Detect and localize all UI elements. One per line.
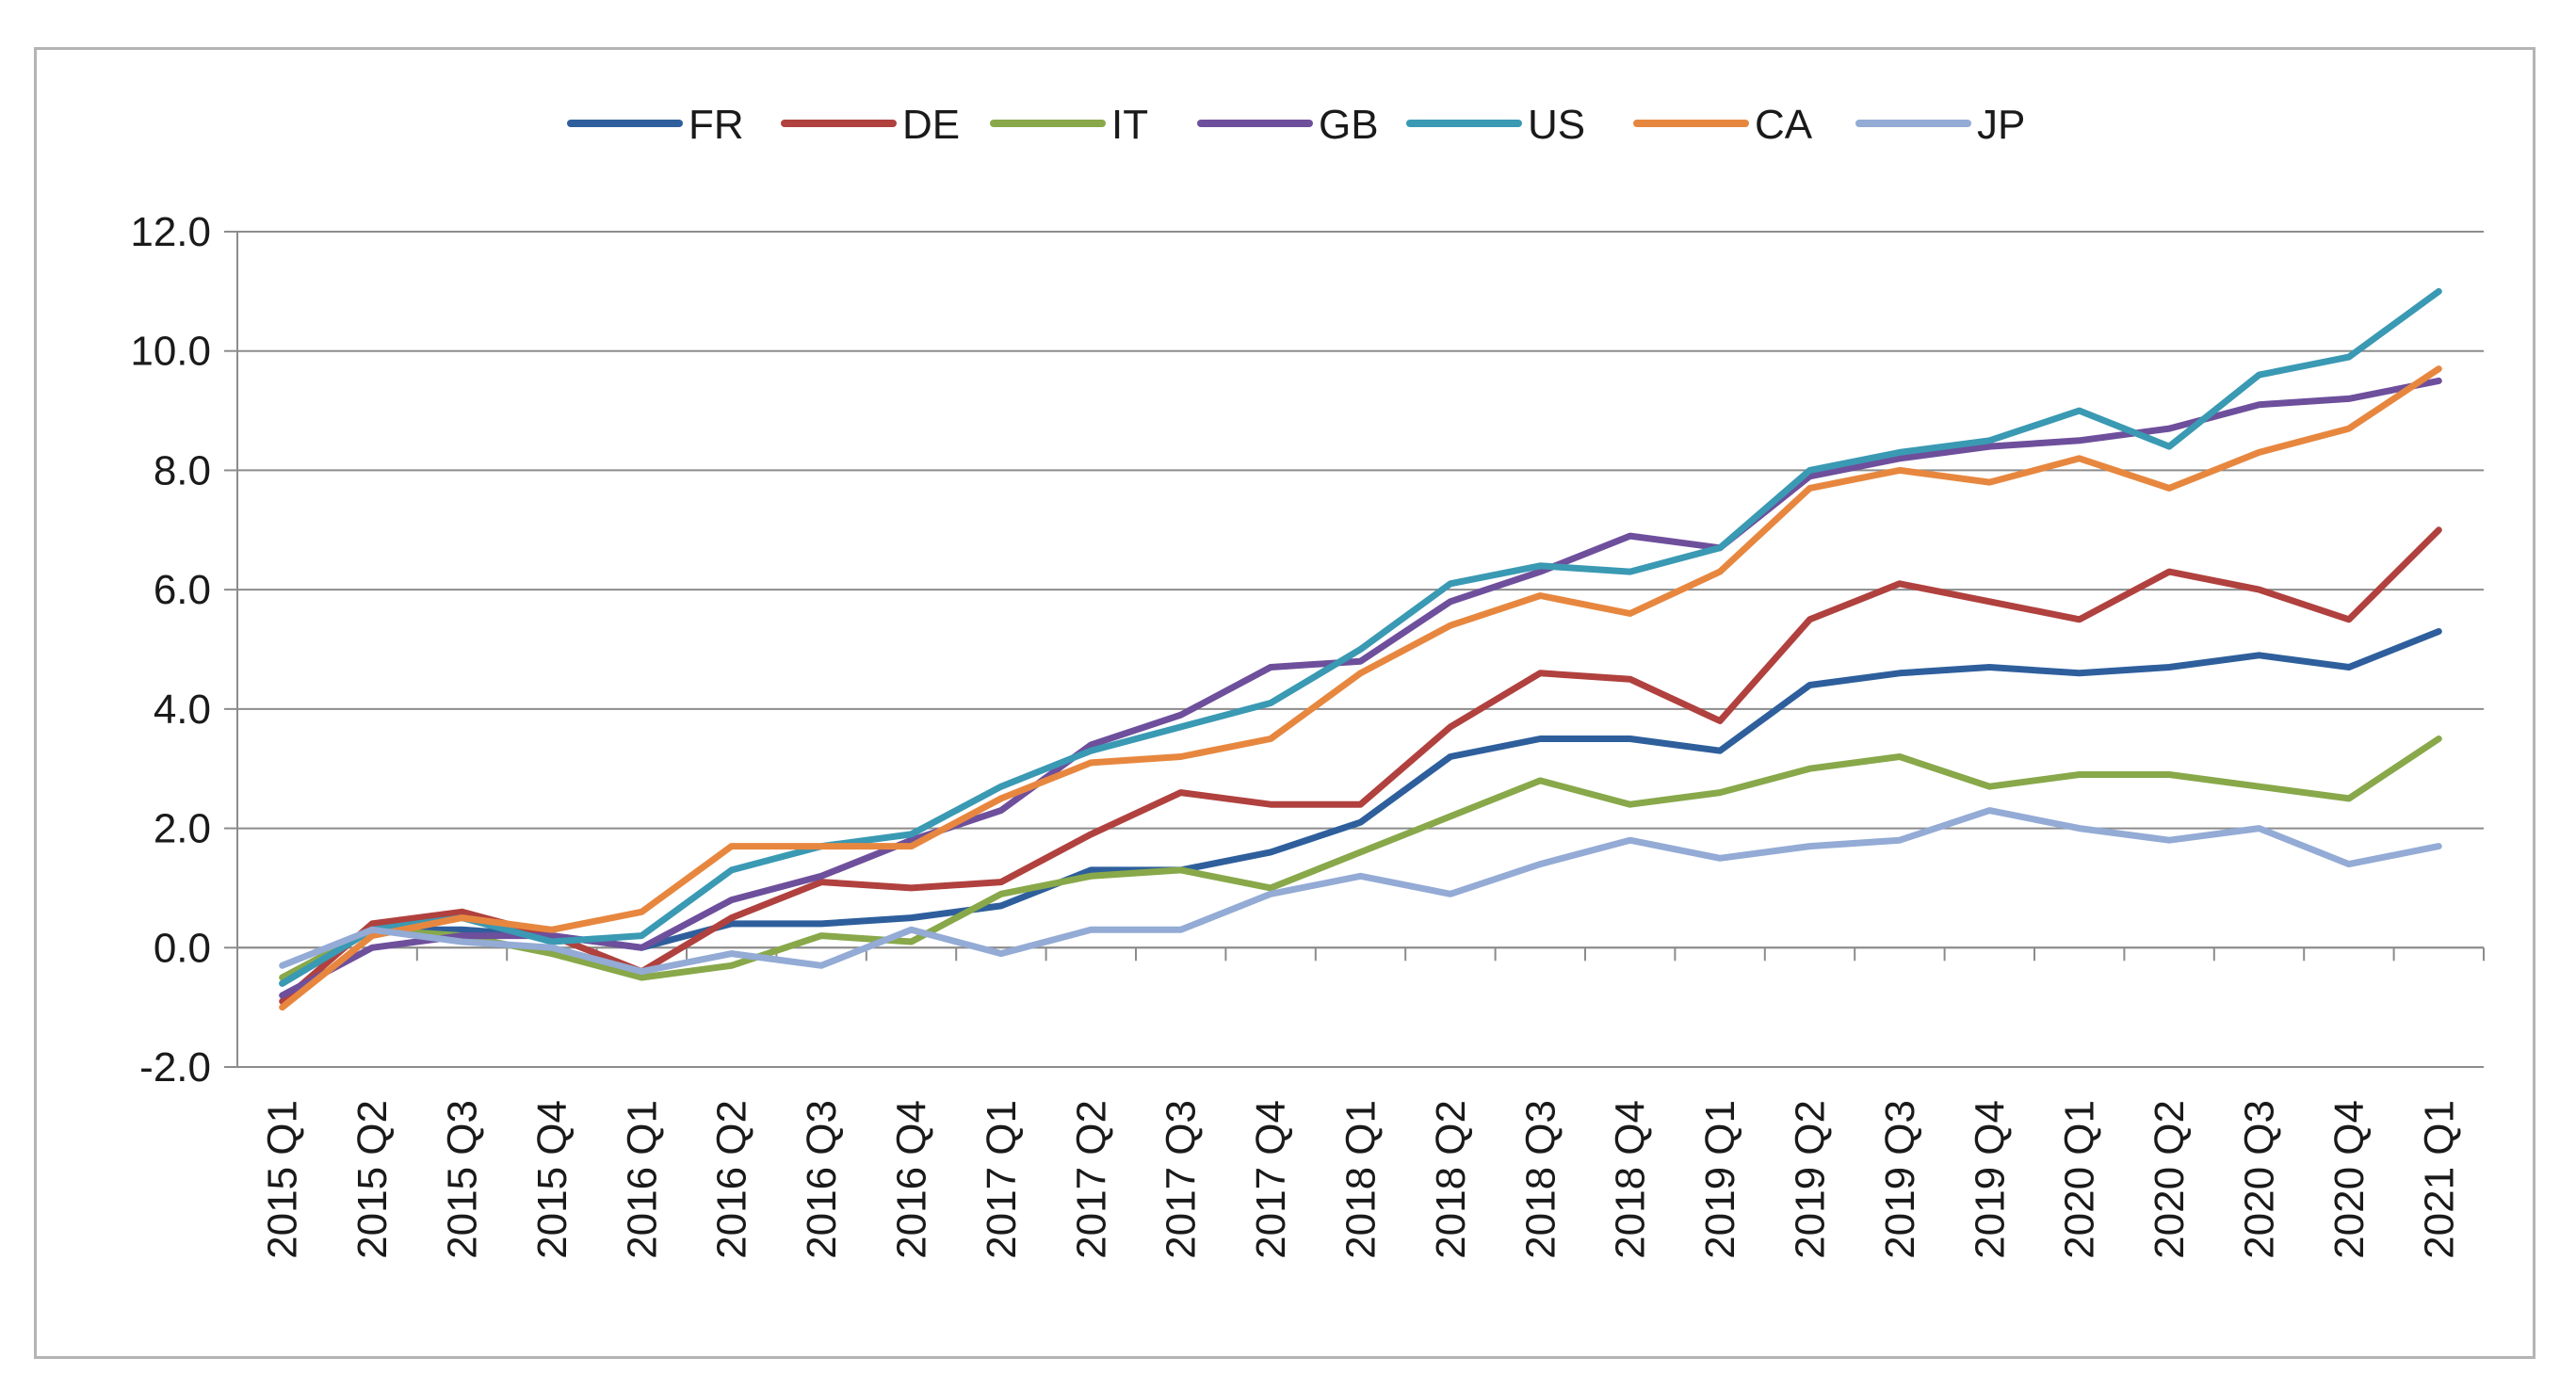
- x-tick-label: 2019 Q1: [1697, 1100, 1743, 1259]
- y-tick-label: 8.0: [154, 447, 211, 493]
- series-line-gb: [279, 377, 2442, 999]
- x-axis-tick-labels: 2015 Q1 2015 Q2 2015 Q3 2015 Q4 2016 Q1 2016 …: [260, 1100, 2463, 1259]
- x-tick-label: 2017 Q3: [1158, 1100, 1205, 1259]
- x-tick-label: 2016 Q1: [619, 1100, 665, 1259]
- x-tick-label: 2018 Q4: [1608, 1100, 1654, 1259]
- y-tick-label: -2.0: [139, 1044, 211, 1091]
- x-tick-label: 2017 Q4: [1248, 1100, 1294, 1259]
- axes: [224, 231, 2485, 1068]
- legend-label-it: IT: [1111, 102, 1148, 148]
- legend-label-gb: GB: [1319, 102, 1379, 148]
- x-tick-label: 2020 Q2: [2147, 1100, 2193, 1259]
- legend: FR DE IT GB US CA JP: [567, 102, 2025, 148]
- x-tick-label: 2016 Q2: [709, 1100, 755, 1259]
- legend-label-jp: JP: [1977, 102, 2025, 148]
- y-tick-label: 12.0: [130, 209, 211, 255]
- x-tick-label: 2018 Q2: [1428, 1100, 1474, 1259]
- series-line-it: [279, 735, 2442, 981]
- x-tick-label: 2017 Q1: [979, 1100, 1025, 1259]
- x-tick-label: 2018 Q3: [1517, 1100, 1563, 1259]
- y-axis-tick-labels: 12.0 10.0 8.0 6.0 4.0 2.0 0.0 -2.0: [130, 209, 211, 1091]
- legend-label-fr: FR: [689, 102, 744, 148]
- chart-frame: [34, 47, 2535, 1359]
- x-tick-label: 2016 Q3: [799, 1100, 845, 1259]
- series-line-de: [279, 526, 2442, 1005]
- series-line-us: [279, 287, 2442, 987]
- x-tick-label: 2015 Q2: [349, 1100, 396, 1259]
- x-tick-label: 2019 Q2: [1788, 1100, 1834, 1259]
- series-line-jp: [279, 807, 2442, 976]
- x-tick-label: 2018 Q1: [1338, 1100, 1385, 1259]
- x-tick-label: 2021 Q1: [2416, 1100, 2462, 1259]
- series-line-ca: [279, 365, 2442, 1011]
- x-tick-label: 2020 Q1: [2057, 1100, 2103, 1259]
- legend-label-de: DE: [902, 102, 960, 148]
- y-tick-label: 2.0: [154, 806, 211, 852]
- x-tick-label: 2015 Q4: [529, 1100, 575, 1259]
- y-tick-label: 6.0: [154, 567, 211, 613]
- x-tick-label: 2015 Q3: [440, 1100, 486, 1259]
- series-lines: [279, 287, 2442, 1011]
- legend-label-ca: CA: [1755, 102, 1813, 148]
- legend-label-us: US: [1528, 102, 1585, 148]
- y-tick-label: 10.0: [130, 329, 211, 375]
- x-tick-label: 2020 Q3: [2237, 1100, 2283, 1259]
- x-tick-label: 2019 Q4: [1967, 1100, 2013, 1259]
- x-tick-label: 2019 Q3: [1877, 1100, 1923, 1259]
- y-tick-label: 4.0: [154, 687, 211, 733]
- x-tick-label: 2015 Q1: [260, 1100, 306, 1259]
- x-tick-label: 2020 Q4: [2326, 1100, 2373, 1259]
- x-tick-label: 2016 Q4: [889, 1100, 935, 1259]
- x-tick-label: 2017 Q2: [1068, 1100, 1114, 1259]
- y-tick-label: 0.0: [154, 925, 211, 971]
